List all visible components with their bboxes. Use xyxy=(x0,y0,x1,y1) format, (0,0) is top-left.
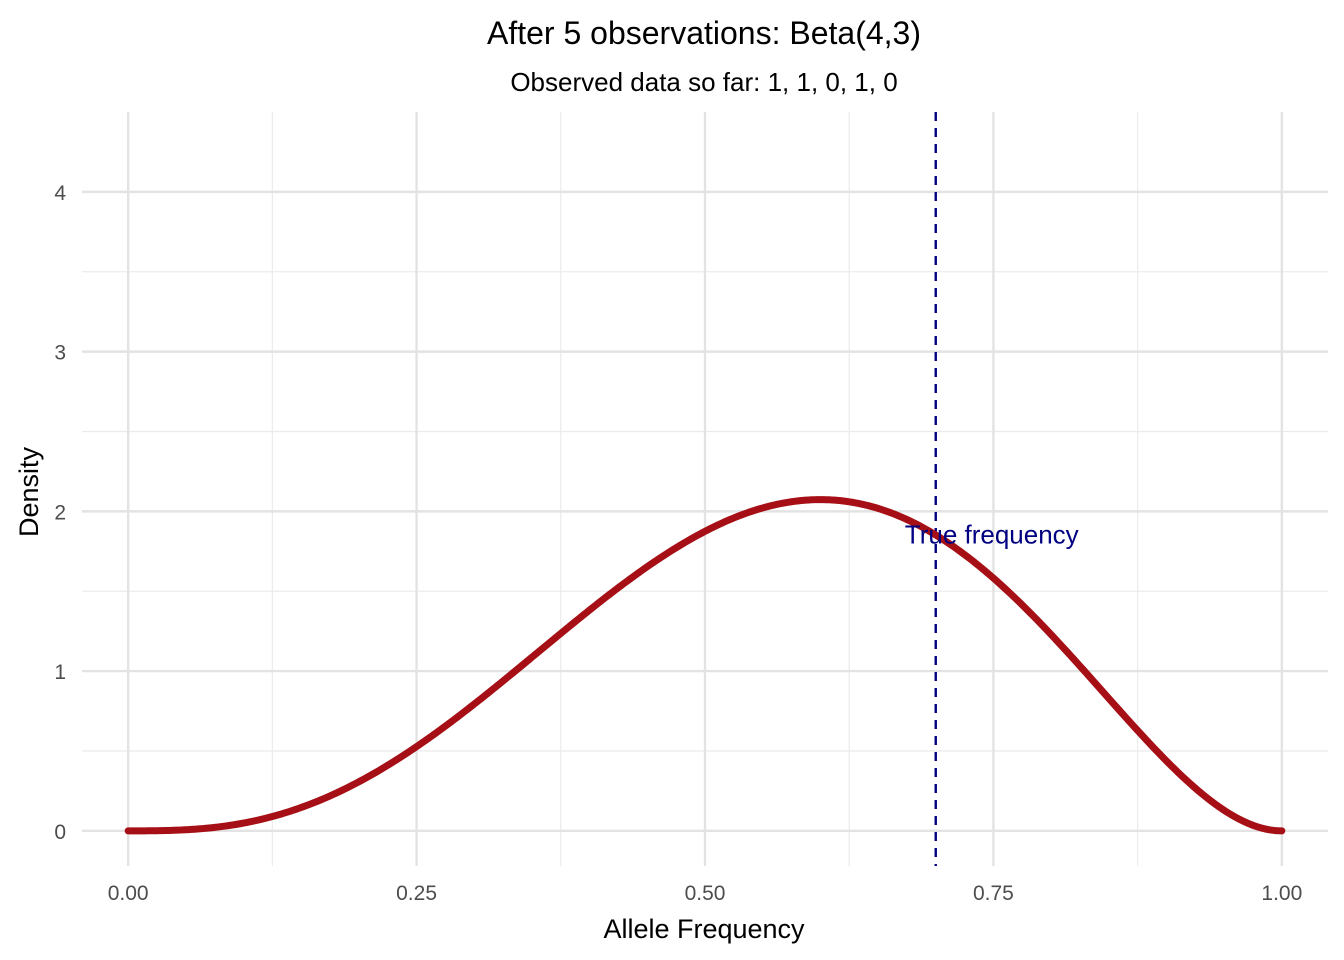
annotations: True frequency xyxy=(905,519,1079,549)
x-tick-label: 0.50 xyxy=(685,882,726,905)
y-tick-label: 1 xyxy=(54,661,66,684)
y-tick-label: 2 xyxy=(54,501,66,524)
major-gridlines xyxy=(82,112,1328,866)
density-curve xyxy=(124,496,1286,835)
y-tick-label: 0 xyxy=(54,821,66,844)
x-axis-ticks: 0.00 0.25 0.50 0.75 1.00 xyxy=(108,882,1303,905)
chart-subtitle: Observed data so far: 1, 1, 0, 1, 0 xyxy=(510,67,897,97)
y-axis-ticks: 0 1 2 3 4 xyxy=(54,182,66,844)
x-axis-title: Allele Frequency xyxy=(603,914,805,944)
y-tick-label: 4 xyxy=(54,182,66,205)
x-tick-label: 0.25 xyxy=(396,882,437,905)
x-tick-label: 1.00 xyxy=(1261,882,1302,905)
y-axis-title: Density xyxy=(14,446,44,537)
true-frequency-label: True frequency xyxy=(905,519,1079,549)
x-tick-label: 0.75 xyxy=(973,882,1014,905)
chart-title: After 5 observations: Beta(4,3) xyxy=(487,15,921,51)
x-tick-label: 0.00 xyxy=(108,882,149,905)
density-series xyxy=(124,496,1286,835)
y-tick-label: 3 xyxy=(54,342,66,365)
